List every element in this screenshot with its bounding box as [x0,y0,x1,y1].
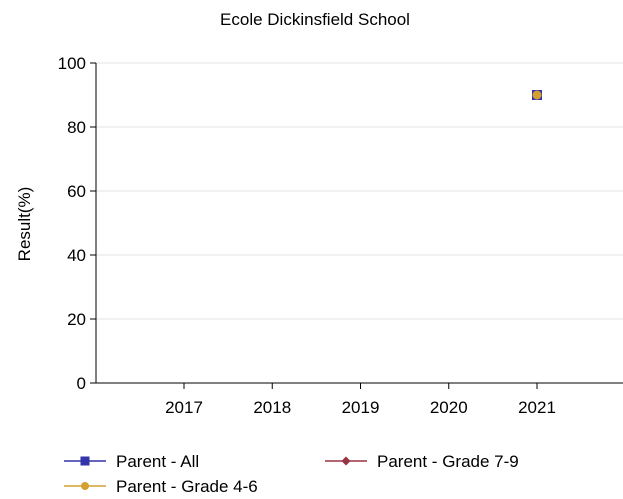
x-tick-label: 2021 [518,398,556,417]
chart-title: Ecole Dickinsfield School [220,10,410,29]
legend-marker [80,456,90,466]
legend: Parent - All Parent - Grade 7-9 Parent - G… [64,452,519,496]
legend-label: Parent - All [116,452,199,471]
y-tick-label: 0 [77,374,86,393]
x-ticks: 2017 2018 2019 2020 2021 [165,383,556,417]
x-tick-label: 2017 [165,398,203,417]
grid [96,62,623,320]
y-tick-label: 80 [67,118,86,137]
x-tick-label: 2019 [342,398,380,417]
x-tick-label: 2020 [430,398,468,417]
axes [95,63,623,384]
y-tick-label: 60 [67,182,86,201]
y-ticks: 0 20 40 60 80 100 [58,54,96,393]
legend-marker [341,456,351,466]
y-tick-label: 40 [67,246,86,265]
y-tick-label: 100 [58,54,86,73]
series-marks [532,90,542,100]
x-tick-label: 2018 [253,398,291,417]
legend-marker [81,482,89,490]
legend-label: Parent - Grade 7-9 [377,452,519,471]
legend-label: Parent - Grade 4-6 [116,477,258,496]
data-point [532,90,542,100]
y-tick-label: 20 [67,310,86,329]
y-axis-label: Result(%) [15,187,34,262]
